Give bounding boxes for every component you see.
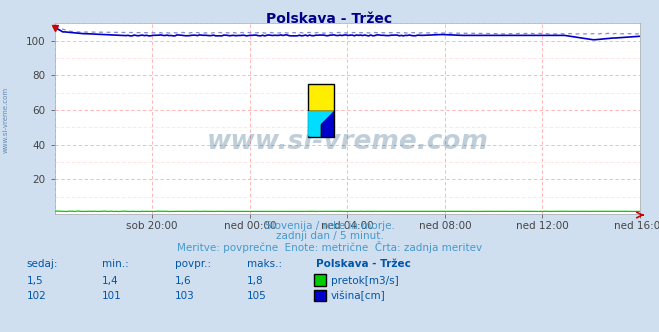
Text: višina[cm]: višina[cm] bbox=[331, 291, 386, 301]
Text: 105: 105 bbox=[247, 291, 267, 301]
FancyBboxPatch shape bbox=[308, 84, 334, 111]
Text: povpr.:: povpr.: bbox=[175, 259, 211, 269]
FancyBboxPatch shape bbox=[321, 111, 334, 137]
Text: maks.:: maks.: bbox=[247, 259, 282, 269]
Text: pretok[m3/s]: pretok[m3/s] bbox=[331, 276, 399, 286]
Text: Polskava - Tržec: Polskava - Tržec bbox=[316, 259, 411, 269]
Text: 103: 103 bbox=[175, 291, 194, 301]
Text: 1,6: 1,6 bbox=[175, 276, 191, 286]
Text: sedaj:: sedaj: bbox=[26, 259, 58, 269]
Text: www.si-vreme.com: www.si-vreme.com bbox=[2, 86, 9, 153]
Text: Meritve: povprečne  Enote: metrične  Črta: zadnja meritev: Meritve: povprečne Enote: metrične Črta:… bbox=[177, 241, 482, 253]
Text: 1,5: 1,5 bbox=[26, 276, 43, 286]
Text: zadnji dan / 5 minut.: zadnji dan / 5 minut. bbox=[275, 231, 384, 241]
Text: 101: 101 bbox=[102, 291, 122, 301]
Text: 1,4: 1,4 bbox=[102, 276, 119, 286]
Text: Slovenija / reke in morje.: Slovenija / reke in morje. bbox=[264, 221, 395, 231]
Text: min.:: min.: bbox=[102, 259, 129, 269]
Text: www.si-vreme.com: www.si-vreme.com bbox=[206, 128, 488, 155]
FancyBboxPatch shape bbox=[308, 111, 321, 137]
Text: 102: 102 bbox=[26, 291, 46, 301]
Text: Polskava - Tržec: Polskava - Tržec bbox=[266, 12, 393, 26]
Polygon shape bbox=[308, 111, 334, 137]
Text: 1,8: 1,8 bbox=[247, 276, 264, 286]
